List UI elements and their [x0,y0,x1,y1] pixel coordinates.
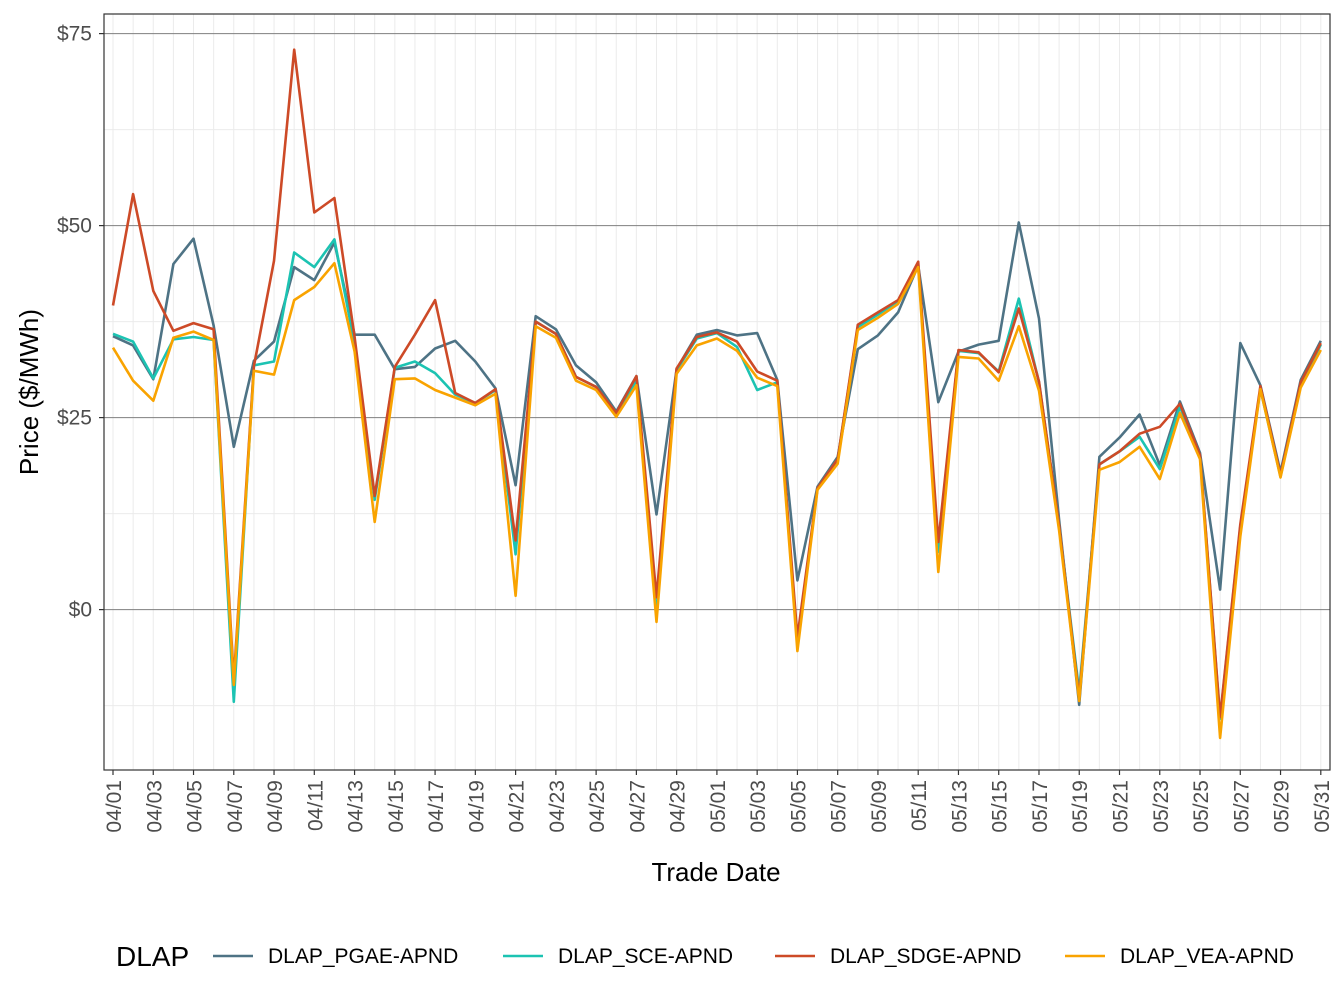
x-tick-label: 04/05 [184,780,207,833]
y-axis-title: Price ($/MWh) [14,309,44,475]
x-tick-label: 05/29 [1271,780,1294,833]
x-tick-label: 04/27 [626,780,649,833]
y-axis: $0 $25 $50 $75 [57,23,104,622]
x-tick-label: 05/03 [747,780,770,833]
x-tick-label: 04/17 [425,780,448,833]
legend-label: DLAP_SCE-APND [558,945,733,968]
x-tick-label: 04/01 [103,780,126,833]
series-lines [111,48,1322,740]
x-tick-label: 05/19 [1069,780,1092,833]
x-tick-label: 05/25 [1190,780,1213,833]
x-tick-label: 04/09 [264,780,287,833]
x-tick-label: 05/17 [1029,780,1052,833]
x-tick-label: 04/23 [546,780,569,833]
x-tick-label: 05/23 [1150,780,1173,833]
legend: DLAP DLAP_PGAE-APND DLAP_SCE-APND DLAP_SDG… [116,941,1294,972]
legend-label: DLAP_VEA-APND [1120,945,1294,968]
x-axis: 04/01 04/03 04/05 04/07 04/09 04/11 04/13 04/15… [103,770,1334,833]
x-tick-label: 05/21 [1110,780,1133,833]
x-tick-label: 04/11 [304,780,327,831]
legend-title: DLAP [116,941,189,972]
y-tick-label: $25 [57,407,92,430]
y-tick-label: $0 [69,599,92,622]
series-line-dlap_pgae-apnd [112,221,1322,707]
x-tick-label: 05/05 [787,780,810,833]
x-tick-label: 05/27 [1230,780,1253,833]
x-tick-label: 05/11 [908,780,931,831]
x-tick-label: 05/13 [948,780,971,833]
major-gridlines [104,33,1330,611]
x-tick-label: 04/03 [143,780,166,833]
x-tick-label: 04/13 [345,780,368,833]
x-tick-label: 04/25 [586,780,609,833]
x-tick-label: 05/15 [989,780,1012,833]
y-tick-label: $75 [57,23,92,46]
x-tick-label: 05/01 [707,780,730,833]
x-tick-label: 04/07 [224,780,247,833]
x-axis-title: Trade Date [651,857,780,887]
legend-label: DLAP_PGAE-APND [268,945,458,968]
x-tick-label: 05/09 [868,780,891,833]
y-tick-label: $50 [57,215,92,238]
series-line-dlap_sdge-apnd [111,48,1322,719]
x-tick-label: 04/19 [465,780,488,833]
x-tick-label: 04/29 [667,780,690,833]
x-tick-label: 05/31 [1311,780,1334,833]
legend-label: DLAP_SDGE-APND [830,945,1021,968]
series-line-dlap_vea-apnd [111,261,1322,740]
x-tick-label: 04/15 [385,780,408,833]
x-tick-label: 04/21 [506,780,529,833]
x-tick-label: 05/07 [828,780,851,833]
